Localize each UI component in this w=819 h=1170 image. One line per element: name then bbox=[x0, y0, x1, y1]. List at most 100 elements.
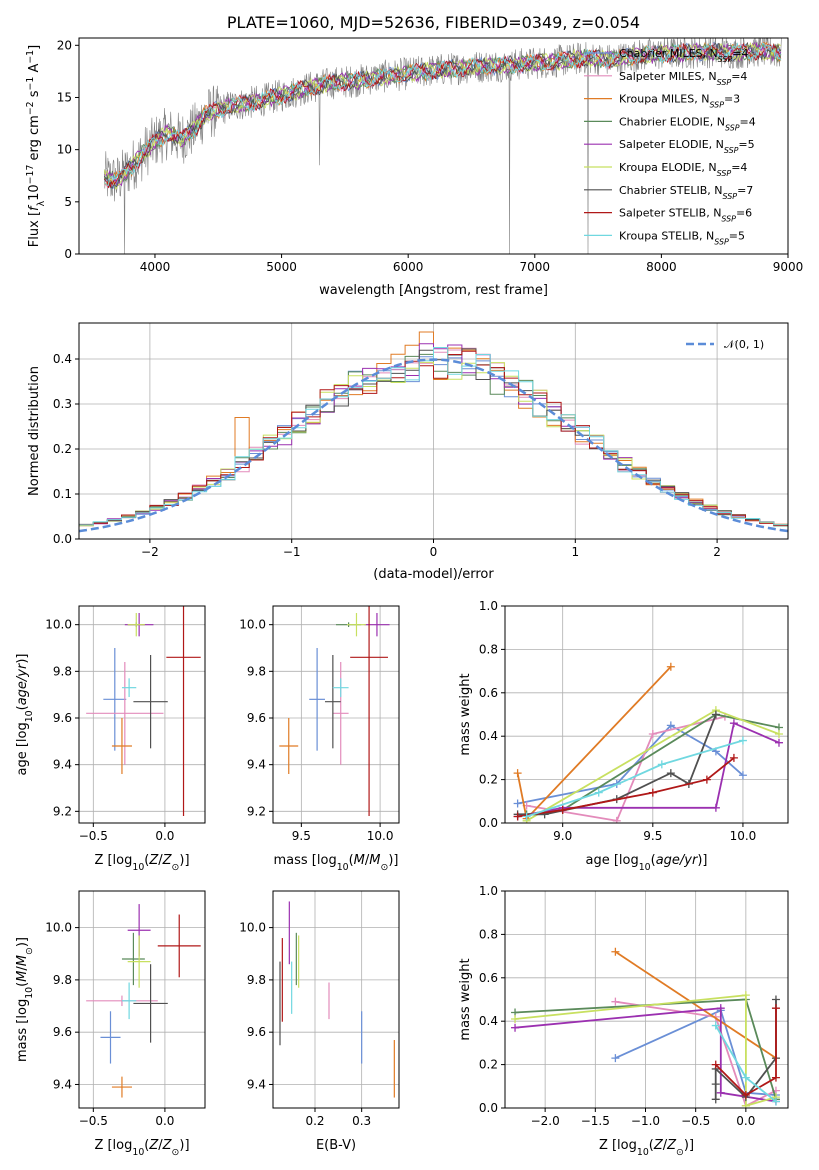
spectrum-legend: Chabrier MILES, NSSP=4 Salpeter MILES, NS… bbox=[584, 47, 756, 246]
weight-marker bbox=[648, 788, 657, 797]
weight-marker bbox=[711, 803, 720, 812]
x-tick-label: 0.0 bbox=[155, 829, 174, 843]
panel-spectrum: 4000 5000 6000 7000 8000 9000 0 5 10 15 20 Chabrier… bbox=[25, 13, 804, 298]
weight-marker bbox=[711, 1060, 720, 1069]
x-tick-label: −0.5 bbox=[79, 829, 108, 843]
panel-age-vs-mass: 9.5 10.0 9.2 9.4 9.6 9.8 10.0 mass [log10(M/M⊙)… bbox=[239, 605, 400, 873]
weight-line bbox=[526, 739, 744, 818]
legend-label-normal: 𝒩(0, 1) bbox=[724, 338, 764, 351]
x-tick-label: 8000 bbox=[646, 260, 677, 274]
x-tick-label: 7000 bbox=[520, 260, 551, 274]
x-tick-label: 0.0 bbox=[736, 1114, 755, 1128]
x-axis-label: age [log10(age/yr)] bbox=[585, 853, 707, 873]
y-tick-label: 0.2 bbox=[479, 1058, 498, 1072]
legend-label: Chabrier MILES, NSSP=4 bbox=[619, 47, 749, 64]
x-tick-label: −0.5 bbox=[79, 1114, 108, 1128]
legend-label: Salpeter STELIB, NSSP=6 bbox=[619, 207, 752, 224]
weight-marker bbox=[738, 771, 747, 780]
weight-marker bbox=[511, 1015, 520, 1024]
y-tick-label: 9.2 bbox=[247, 804, 266, 818]
plot-area bbox=[513, 662, 783, 823]
weight-marker bbox=[522, 812, 531, 821]
panel-mass-vs-EBV: 0.2 0.3 9.4 9.6 9.8 10.0 E(B-V) bbox=[239, 890, 400, 1153]
y-tick-label: 15 bbox=[57, 90, 72, 104]
spectrum-model-line bbox=[104, 41, 782, 186]
y-tick-label: 5 bbox=[64, 195, 72, 209]
weight-marker bbox=[716, 1088, 725, 1097]
spectrum-data-line bbox=[104, 38, 782, 254]
weight-line bbox=[517, 714, 717, 816]
y-tick-label: 9.8 bbox=[247, 973, 266, 987]
y-tick-label: 10.0 bbox=[45, 921, 72, 935]
weight-marker bbox=[738, 736, 747, 745]
axes-frame bbox=[78, 37, 789, 255]
x-tick-label: 5000 bbox=[266, 260, 297, 274]
spectrum-model-line bbox=[103, 41, 782, 189]
weight-marker bbox=[771, 1073, 780, 1082]
legend-label: Kroupa STELIB, NSSP=5 bbox=[619, 229, 745, 246]
weight-marker bbox=[771, 1004, 780, 1013]
weight-marker bbox=[612, 816, 621, 823]
weight-line bbox=[514, 994, 777, 1107]
normal-curve bbox=[79, 358, 788, 533]
weight-marker bbox=[513, 812, 522, 821]
x-tick-label: 9.5 bbox=[643, 829, 662, 843]
y-axis-label: mass weight bbox=[458, 958, 473, 1040]
x-tick-label: 2 bbox=[713, 545, 721, 559]
x-tick-label: 0.3 bbox=[352, 1114, 371, 1128]
axes-frame bbox=[78, 605, 206, 824]
plot-background bbox=[273, 891, 399, 1108]
weight-marker bbox=[666, 721, 675, 730]
x-tick-label: 1 bbox=[571, 545, 579, 559]
weight-marker bbox=[711, 1095, 720, 1104]
weight-marker bbox=[741, 1090, 750, 1099]
y-tick-label: 9.4 bbox=[53, 758, 72, 772]
panel-weight-vs-Z: −2.0 −1.5 −1.0 −0.5 0.0 0.0 0.2 0.4 0.6 0.8 1.0 Z [… bbox=[458, 884, 789, 1158]
weight-marker bbox=[511, 1023, 520, 1032]
y-tick-label: 0.0 bbox=[53, 532, 72, 546]
plot-background bbox=[79, 606, 205, 823]
weight-marker bbox=[741, 1101, 750, 1108]
plot-area bbox=[103, 38, 782, 254]
weight-marker bbox=[729, 719, 738, 728]
axes-frame bbox=[78, 890, 206, 1109]
x-axis-label: wavelength [Angstrom, rest frame] bbox=[319, 283, 548, 298]
weight-marker bbox=[771, 995, 780, 1004]
y-tick-label: 10 bbox=[57, 143, 72, 157]
y-tick-label: 0.1 bbox=[53, 487, 72, 501]
plot-background bbox=[505, 606, 788, 823]
weight-marker bbox=[741, 1073, 750, 1082]
x-tick-label: 9.0 bbox=[553, 829, 572, 843]
y-tick-label: 9.6 bbox=[53, 1025, 72, 1039]
weight-marker bbox=[741, 991, 750, 1000]
legend-label: Salpeter MILES, NSSP=4 bbox=[619, 70, 747, 87]
weight-marker bbox=[774, 738, 783, 747]
x-tick-label: −2 bbox=[141, 545, 159, 559]
x-tick-label: 0.0 bbox=[155, 1114, 174, 1128]
weight-marker bbox=[558, 805, 567, 814]
weight-marker bbox=[611, 1054, 620, 1063]
weight-line bbox=[615, 1000, 777, 1108]
y-tick-label: 10.0 bbox=[45, 618, 72, 632]
figure-title: PLATE=1060, MJD=52636, FIBERID=0349, z=0… bbox=[227, 13, 640, 32]
weight-marker bbox=[711, 710, 720, 719]
spectrum-model-line bbox=[103, 41, 782, 190]
weight-marker bbox=[666, 662, 675, 671]
y-tick-label: 0.2 bbox=[53, 442, 72, 456]
y-tick-label: 0.8 bbox=[479, 927, 498, 941]
weight-marker bbox=[611, 947, 620, 956]
plot-area bbox=[279, 901, 395, 1098]
y-tick-label: 10.0 bbox=[239, 618, 266, 632]
x-tick-label: −0.5 bbox=[681, 1114, 710, 1128]
panel-age-vs-Z: −0.5 0.0 9.2 9.4 9.6 9.8 10.0 Z [log10(Z/Z⊙)] ag… bbox=[15, 605, 206, 873]
weight-marker bbox=[513, 799, 522, 808]
y-tick-label: 9.4 bbox=[247, 1077, 266, 1091]
y-axis-label: Normed distribution bbox=[27, 366, 42, 496]
plot-background bbox=[79, 891, 205, 1108]
weight-marker bbox=[729, 753, 738, 762]
histogram-step bbox=[79, 350, 788, 526]
y-tick-label: 0.4 bbox=[479, 729, 498, 743]
weight-line bbox=[614, 951, 777, 1059]
y-axis-label: mass [log10(M/M⊙)] bbox=[15, 937, 35, 1062]
x-tick-label: −1 bbox=[283, 545, 301, 559]
